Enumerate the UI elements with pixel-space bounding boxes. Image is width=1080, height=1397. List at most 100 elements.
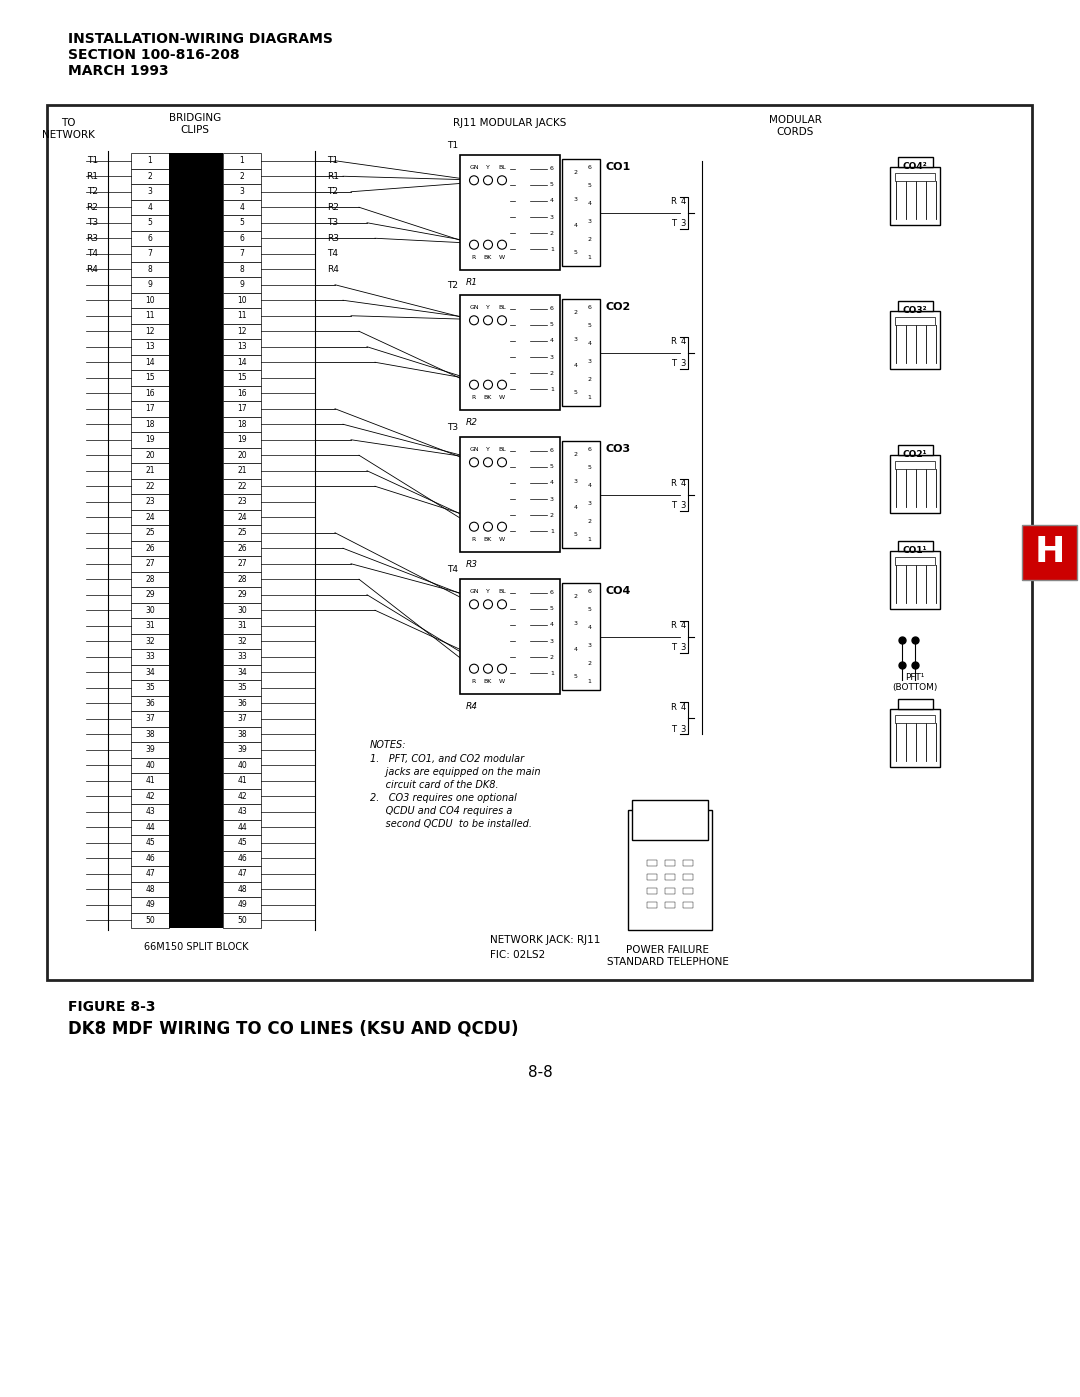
Text: 66M150 SPLIT BLOCK: 66M150 SPLIT BLOCK bbox=[144, 942, 248, 951]
Text: circuit card of the DK8.: circuit card of the DK8. bbox=[370, 780, 499, 789]
Bar bbox=[890, 455, 940, 513]
Text: 3: 3 bbox=[680, 219, 686, 228]
Text: 24: 24 bbox=[145, 513, 154, 521]
Bar bbox=[222, 416, 261, 432]
Text: 23: 23 bbox=[238, 497, 247, 506]
Text: 45: 45 bbox=[145, 838, 154, 847]
Bar bbox=[168, 882, 222, 897]
Bar bbox=[131, 169, 168, 184]
Bar bbox=[222, 386, 261, 401]
Text: T4: T4 bbox=[447, 564, 458, 574]
Text: GN: GN bbox=[469, 447, 478, 453]
Bar bbox=[131, 525, 168, 541]
Text: 4: 4 bbox=[550, 198, 554, 204]
Bar bbox=[222, 711, 261, 726]
Text: 25: 25 bbox=[238, 528, 247, 538]
Text: 16: 16 bbox=[145, 388, 154, 398]
Text: 23: 23 bbox=[145, 497, 154, 506]
Bar bbox=[665, 902, 675, 908]
Text: 6: 6 bbox=[588, 306, 591, 310]
Text: 10: 10 bbox=[238, 296, 247, 305]
Text: 1: 1 bbox=[240, 156, 244, 165]
Text: R: R bbox=[472, 254, 476, 260]
Bar bbox=[222, 292, 261, 307]
Bar bbox=[131, 556, 168, 571]
Bar bbox=[48, 105, 1032, 981]
Bar bbox=[222, 665, 261, 680]
Bar bbox=[647, 875, 657, 880]
Text: R: R bbox=[472, 395, 476, 400]
Bar bbox=[895, 173, 935, 182]
Bar bbox=[222, 231, 261, 246]
Bar bbox=[168, 665, 222, 680]
Text: CO4: CO4 bbox=[606, 585, 632, 597]
Text: 31: 31 bbox=[238, 622, 247, 630]
Text: 27: 27 bbox=[145, 559, 154, 569]
Bar bbox=[168, 650, 222, 665]
Bar bbox=[647, 861, 657, 866]
Bar bbox=[131, 355, 168, 370]
Text: 41: 41 bbox=[145, 777, 154, 785]
Bar bbox=[222, 912, 261, 928]
Text: 2: 2 bbox=[573, 310, 578, 314]
Bar bbox=[222, 479, 261, 495]
Bar bbox=[168, 835, 222, 851]
Bar bbox=[222, 773, 261, 788]
Text: 5: 5 bbox=[550, 606, 554, 612]
Text: 35: 35 bbox=[238, 683, 247, 693]
Text: 26: 26 bbox=[145, 543, 154, 553]
Bar bbox=[222, 154, 261, 169]
Text: 9: 9 bbox=[240, 281, 244, 289]
Bar bbox=[168, 462, 222, 479]
Text: 47: 47 bbox=[238, 869, 247, 879]
Bar bbox=[895, 557, 935, 564]
Bar bbox=[897, 541, 932, 550]
Text: T: T bbox=[671, 725, 676, 733]
Bar bbox=[627, 810, 712, 930]
Text: R1: R1 bbox=[465, 278, 478, 286]
Text: W: W bbox=[499, 254, 505, 260]
Text: 20: 20 bbox=[238, 451, 247, 460]
Text: 4: 4 bbox=[680, 479, 686, 488]
Text: 3: 3 bbox=[680, 359, 686, 367]
Bar bbox=[222, 200, 261, 215]
Text: T3: T3 bbox=[327, 218, 338, 228]
Text: 38: 38 bbox=[145, 729, 154, 739]
Bar bbox=[895, 715, 935, 724]
Text: R3: R3 bbox=[86, 233, 98, 243]
Bar bbox=[222, 277, 261, 292]
Text: MODULAR
CORDS: MODULAR CORDS bbox=[769, 115, 822, 137]
Text: 48: 48 bbox=[145, 884, 154, 894]
Bar bbox=[222, 510, 261, 525]
Text: 3: 3 bbox=[550, 355, 554, 359]
Bar bbox=[168, 215, 222, 231]
Text: BK: BK bbox=[484, 679, 492, 683]
Text: T4: T4 bbox=[87, 249, 98, 258]
Text: R3: R3 bbox=[465, 560, 478, 569]
Bar bbox=[131, 261, 168, 277]
Bar bbox=[168, 355, 222, 370]
Text: MARCH 1993: MARCH 1993 bbox=[68, 64, 168, 78]
Text: Y: Y bbox=[486, 447, 490, 453]
Text: 32: 32 bbox=[238, 637, 247, 645]
Bar bbox=[131, 479, 168, 495]
Text: 6: 6 bbox=[240, 233, 244, 243]
Text: 43: 43 bbox=[145, 807, 154, 816]
Bar bbox=[131, 587, 168, 602]
Text: 33: 33 bbox=[238, 652, 247, 661]
Bar bbox=[168, 805, 222, 820]
Text: 3: 3 bbox=[573, 197, 578, 201]
Bar bbox=[131, 277, 168, 292]
Text: BL: BL bbox=[498, 447, 505, 453]
Bar bbox=[897, 156, 932, 168]
Text: 2: 2 bbox=[588, 518, 592, 524]
Text: 3: 3 bbox=[573, 479, 578, 483]
Bar bbox=[665, 861, 675, 866]
Text: R2: R2 bbox=[465, 418, 478, 427]
Bar bbox=[131, 633, 168, 650]
Bar bbox=[562, 441, 600, 548]
Text: R: R bbox=[670, 479, 676, 488]
Bar bbox=[168, 370, 222, 386]
Text: 14: 14 bbox=[238, 358, 247, 367]
Text: 30: 30 bbox=[145, 606, 154, 615]
